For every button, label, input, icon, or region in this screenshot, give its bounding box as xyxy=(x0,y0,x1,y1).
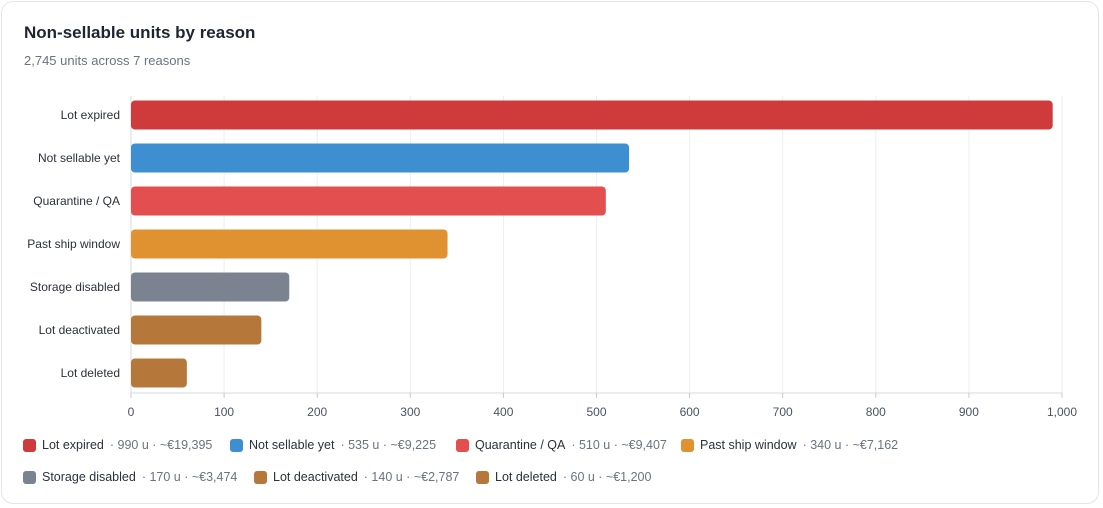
x-tick-label: 400 xyxy=(493,405,513,419)
legend-swatch xyxy=(23,470,36,484)
y-category-label: Lot deactivated xyxy=(39,323,120,337)
legend-detail: · 990 u · ~€19,395 xyxy=(109,438,213,452)
legend-label: Lot deleted xyxy=(495,470,557,484)
legend-item: Not sellable yet · 535 u · ~€9,225 xyxy=(230,438,436,452)
legend-detail: · 340 u · ~€7,162 xyxy=(802,438,899,452)
y-category-label: Quarantine / QA xyxy=(33,194,120,208)
bar xyxy=(131,229,448,259)
bar xyxy=(131,186,606,216)
legend-detail: · 140 u · ~€2,787 xyxy=(363,470,460,484)
x-tick-label: 600 xyxy=(680,405,700,419)
y-category-label: Past ship window xyxy=(27,237,120,251)
x-tick-label: 100 xyxy=(214,405,234,419)
x-tick-label: 900 xyxy=(959,405,979,419)
legend-swatch xyxy=(23,438,36,452)
legend-label: Lot deactivated xyxy=(273,470,358,484)
legend-detail: · 170 u · ~€3,474 xyxy=(141,470,238,484)
bar xyxy=(131,143,630,173)
legend-swatch xyxy=(230,438,243,452)
legend-detail: · 510 u · ~€9,407 xyxy=(571,438,667,452)
bar xyxy=(131,100,1053,130)
y-category-label: Not sellable yet xyxy=(38,151,121,165)
legend-item: Storage disabled · 170 u · ~€3,474 xyxy=(23,470,237,484)
legend-item: Lot expired · 990 u · ~€19,395 xyxy=(23,438,212,452)
legend-swatch xyxy=(681,438,694,452)
legend-item: Lot deleted · 60 u · ~€1,200 xyxy=(476,470,651,484)
legend-label: Storage disabled xyxy=(42,470,136,484)
legend-swatch xyxy=(456,438,469,452)
x-tick-label: 300 xyxy=(400,405,420,419)
legend-label: Past ship window xyxy=(700,438,797,452)
bar xyxy=(131,358,187,388)
x-tick-label: 700 xyxy=(773,405,793,419)
legend-item: Past ship window · 340 u · ~€7,162 xyxy=(681,438,898,452)
x-tick-label: 1,000 xyxy=(1047,405,1077,419)
y-category-label: Storage disabled xyxy=(30,280,120,294)
legend-label: Quarantine / QA xyxy=(475,438,566,452)
chart-title: Non-sellable units by reason xyxy=(24,23,256,42)
legend-detail: · 535 u · ~€9,225 xyxy=(340,438,437,452)
y-category-label: Lot deleted xyxy=(61,366,120,380)
x-tick-label: 0 xyxy=(128,405,135,419)
legend-item: Quarantine / QA · 510 u · ~€9,407 xyxy=(456,438,667,452)
legend-detail: · 60 u · ~€1,200 xyxy=(562,470,652,484)
x-tick-label: 200 xyxy=(307,405,327,419)
chart-subtitle: 2,745 units across 7 reasons xyxy=(24,53,191,68)
x-tick-label: 800 xyxy=(866,405,886,419)
bar xyxy=(131,315,262,345)
legend-swatch xyxy=(254,470,267,484)
legend-swatch xyxy=(476,470,489,484)
legend-label: Lot expired xyxy=(42,438,104,452)
legend-item: Lot deactivated · 140 u · ~€2,787 xyxy=(254,470,459,484)
x-tick-label: 500 xyxy=(586,405,606,419)
legend-label: Not sellable yet xyxy=(249,438,335,452)
y-category-label: Lot expired xyxy=(61,108,120,122)
bar xyxy=(131,272,290,302)
